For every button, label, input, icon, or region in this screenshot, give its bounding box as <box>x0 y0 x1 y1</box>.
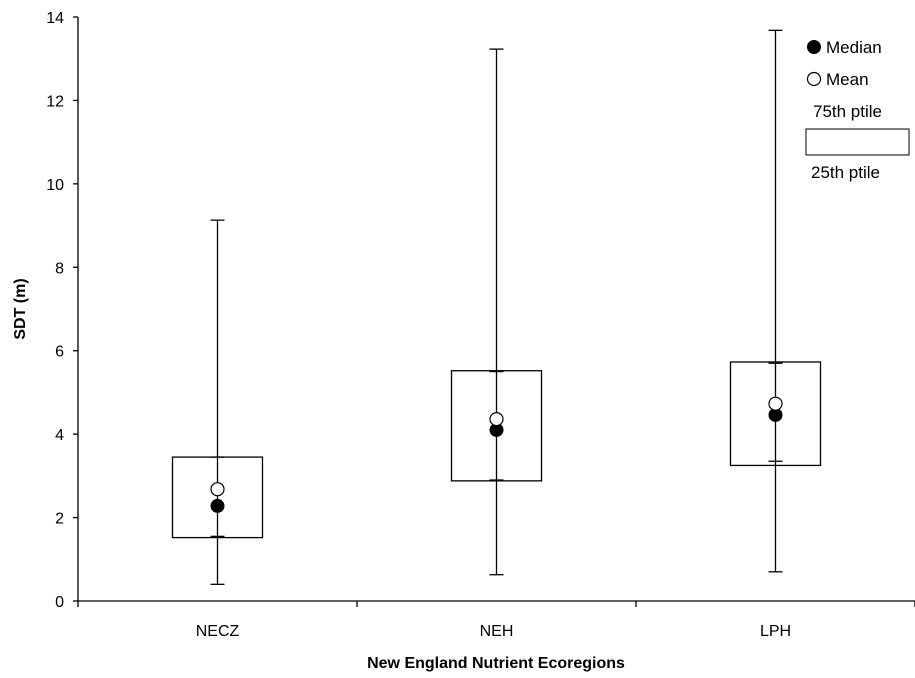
legend-median-marker <box>807 40 821 54</box>
legend: Median Mean 75th ptile 25th ptile <box>805 38 910 182</box>
mean-marker <box>489 412 504 427</box>
mean-marker <box>210 482 225 497</box>
box-necz <box>171 219 264 585</box>
y-tick-label: 0 <box>55 594 64 611</box>
x-tick-label: NECZ <box>196 623 240 640</box>
y-tick-label: 6 <box>55 344 64 361</box>
y-tick-label: 10 <box>46 177 64 194</box>
mean-marker <box>768 396 783 411</box>
median-marker <box>210 498 225 513</box>
x-tick-label: NEH <box>480 623 514 640</box>
legend-median-label: Median <box>826 38 882 57</box>
x-axis-title: New England Nutrient Ecoregions <box>367 655 625 672</box>
legend-lower-label: 25th ptile <box>811 163 880 182</box>
y-tick-label: 4 <box>55 427 64 444</box>
boxes <box>171 29 822 585</box>
legend-mean-marker <box>806 71 822 87</box>
x-tick-label: LPH <box>760 623 791 640</box>
y-tick-label: 8 <box>55 260 64 277</box>
y-ticks: 0 2 4 6 8 10 12 14 <box>46 10 78 611</box>
legend-upper-label: 75th ptile <box>813 102 882 121</box>
y-tick-label: 12 <box>46 93 64 110</box>
legend-box-swatch <box>805 128 910 156</box>
y-tick-label: 2 <box>55 511 64 528</box>
y-tick-label: 14 <box>46 10 64 27</box>
x-ticks: NECZ NEH LPH <box>77 601 915 640</box>
y-axis-title: SDT (m) <box>12 278 29 339</box>
plot-area: 0 2 4 6 8 10 12 14 NECZ NEH LPH <box>46 10 915 640</box>
legend-mean-label: Mean <box>826 70 869 89</box>
box-neh <box>450 48 543 576</box>
box-lph <box>729 29 822 573</box>
